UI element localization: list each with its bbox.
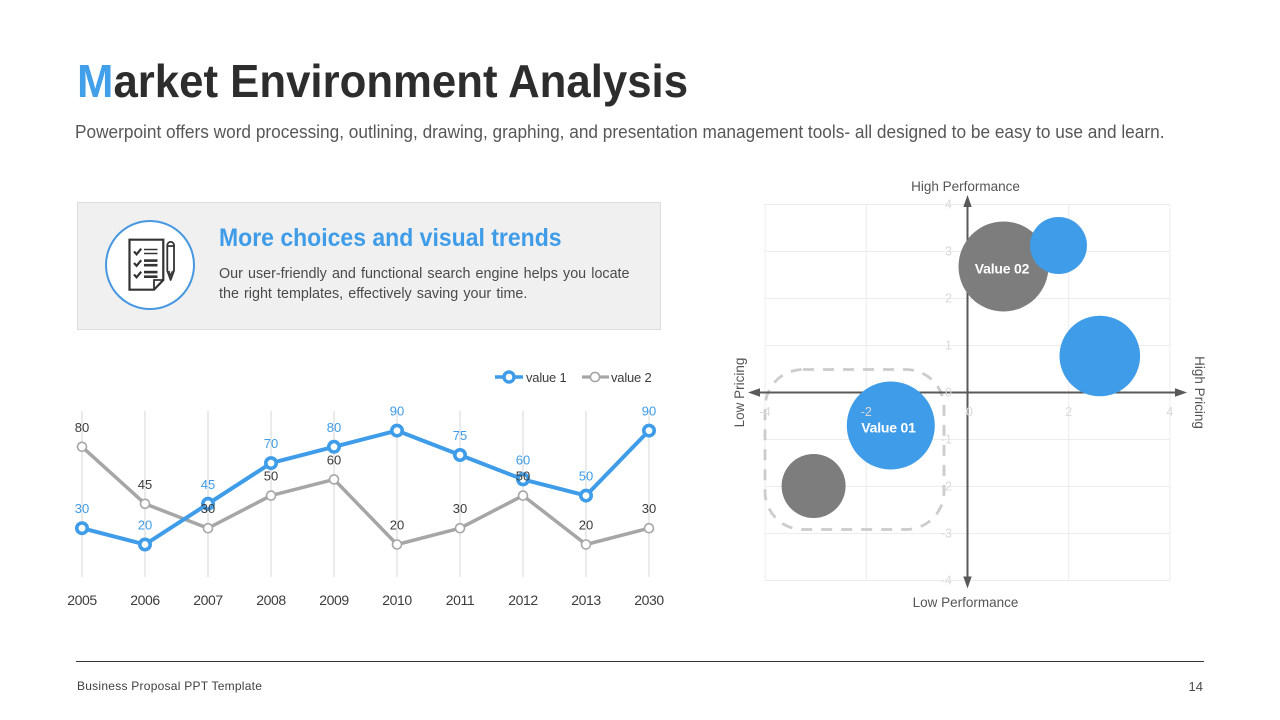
svg-text:value 2: value 2: [611, 370, 652, 385]
svg-text:50: 50: [264, 469, 278, 484]
svg-text:20: 20: [579, 518, 593, 533]
svg-text:30: 30: [75, 501, 89, 516]
svg-text:-4: -4: [941, 574, 952, 588]
svg-text:45: 45: [201, 477, 215, 492]
svg-text:2012: 2012: [508, 592, 538, 608]
svg-text:50: 50: [579, 469, 593, 484]
svg-text:80: 80: [75, 420, 89, 435]
svg-text:20: 20: [138, 518, 152, 533]
svg-text:High Performance: High Performance: [911, 179, 1020, 194]
svg-text:2030: 2030: [634, 592, 664, 608]
svg-text:-2: -2: [941, 480, 952, 494]
svg-text:30: 30: [201, 501, 215, 516]
svg-text:90: 90: [642, 404, 656, 419]
svg-text:20: 20: [390, 518, 404, 533]
svg-text:90: 90: [390, 404, 404, 419]
svg-text:0: 0: [966, 405, 973, 419]
svg-text:30: 30: [642, 501, 656, 516]
svg-text:2: 2: [945, 292, 952, 306]
svg-text:Value 01: Value 01: [861, 420, 916, 436]
svg-text:0: 0: [945, 386, 952, 400]
svg-text:2008: 2008: [256, 592, 286, 608]
svg-text:2011: 2011: [446, 592, 475, 608]
svg-text:1: 1: [945, 339, 952, 353]
svg-text:30: 30: [453, 501, 467, 516]
svg-text:60: 60: [516, 452, 530, 467]
svg-text:2006: 2006: [130, 592, 160, 608]
svg-text:-4: -4: [760, 405, 771, 419]
svg-text:Low Pricing: Low Pricing: [732, 358, 747, 428]
svg-text:4: 4: [945, 198, 952, 212]
svg-text:50: 50: [516, 469, 530, 484]
svg-text:4: 4: [1166, 405, 1173, 419]
svg-text:2: 2: [1065, 405, 1072, 419]
svg-text:60: 60: [327, 452, 341, 467]
svg-text:2007: 2007: [193, 592, 223, 608]
svg-text:-3: -3: [941, 527, 952, 541]
svg-text:Value 02: Value 02: [975, 261, 1030, 277]
svg-text:-2: -2: [861, 405, 872, 419]
svg-text:value 1: value 1: [526, 370, 567, 385]
svg-text:80: 80: [327, 420, 341, 435]
svg-text:70: 70: [264, 436, 278, 451]
svg-text:2009: 2009: [319, 592, 349, 608]
svg-text:2005: 2005: [67, 592, 97, 608]
svg-text:2010: 2010: [382, 592, 412, 608]
svg-text:75: 75: [453, 428, 467, 443]
svg-text:3: 3: [945, 245, 952, 259]
svg-text:2013: 2013: [571, 592, 601, 608]
svg-text:-1: -1: [941, 433, 952, 447]
svg-text:45: 45: [138, 477, 152, 492]
svg-text:High Pricing: High Pricing: [1192, 356, 1207, 429]
svg-text:Low Performance: Low Performance: [913, 595, 1019, 610]
